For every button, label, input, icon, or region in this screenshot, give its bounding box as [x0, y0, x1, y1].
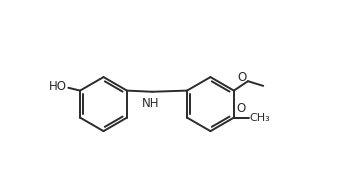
- Text: HO: HO: [48, 80, 66, 93]
- Text: O: O: [237, 71, 247, 84]
- Text: O: O: [237, 102, 246, 115]
- Text: CH₃: CH₃: [250, 113, 271, 123]
- Text: NH: NH: [142, 97, 160, 110]
